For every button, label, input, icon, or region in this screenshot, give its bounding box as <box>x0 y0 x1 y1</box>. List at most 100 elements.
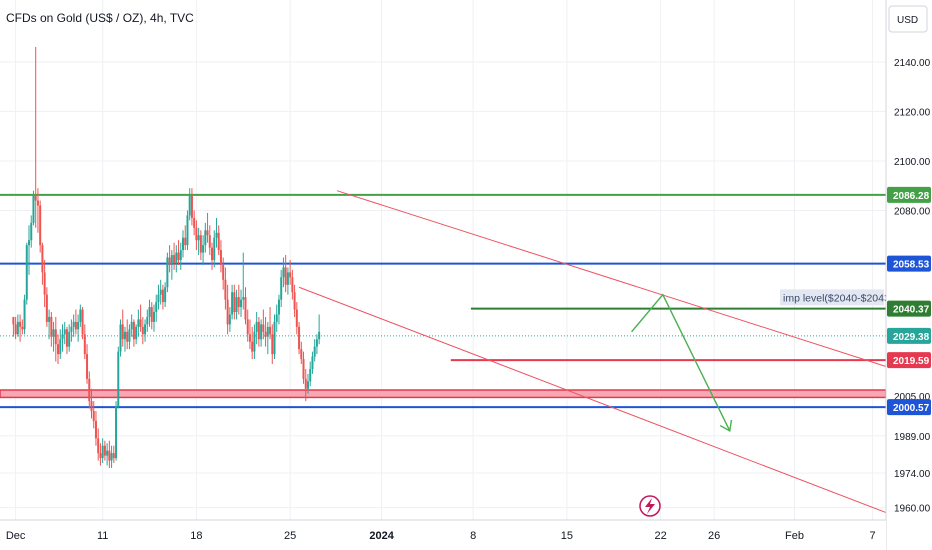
candle-body <box>117 351 120 407</box>
time-tick-label: Feb <box>785 530 804 542</box>
candle-body <box>168 257 171 265</box>
candle-body <box>28 240 31 246</box>
price-axis[interactable]: 1960.00 1974.00 1989.00 2005.00 2080.00 2100.… <box>885 0 932 550</box>
candle-body <box>208 235 211 248</box>
candle-body <box>277 299 280 315</box>
price-axis-background <box>886 0 932 550</box>
price-tick-label: 1974.00 <box>894 469 931 480</box>
candle-body <box>123 331 126 340</box>
candle-body <box>135 326 138 340</box>
badge-background <box>887 399 931 416</box>
candle-body <box>119 324 122 352</box>
candle-body <box>43 272 46 295</box>
candle-body <box>108 450 111 461</box>
badge-background <box>887 186 931 203</box>
time-tick-label: 2024 <box>369 530 394 542</box>
candle-body <box>313 346 316 357</box>
candle-body <box>235 297 238 312</box>
candle-body <box>273 321 276 355</box>
support-zone[interactable] <box>0 389 887 399</box>
candle-body <box>224 279 227 300</box>
projection-path[interactable] <box>631 293 731 432</box>
candle-body <box>244 297 247 320</box>
candle-body <box>63 329 66 335</box>
price-level-badge[interactable]: 2058.53 <box>887 255 931 272</box>
price-tick-label: 2080.00 <box>894 206 931 217</box>
candle-body <box>72 321 75 327</box>
badge-background <box>887 255 931 272</box>
chart-grid <box>0 0 886 520</box>
candle-body <box>233 292 236 312</box>
candle-body <box>16 321 19 335</box>
price-level-badge[interactable]: 2019.59 <box>887 352 931 369</box>
badge-background <box>887 327 931 344</box>
candle-body <box>266 326 269 337</box>
imp-level-annotation[interactable]: imp level($2040-$2043) <box>780 289 893 306</box>
candle-body <box>90 401 93 412</box>
candle-body <box>61 334 64 340</box>
candle-body <box>112 453 115 459</box>
candle-body <box>68 331 71 347</box>
candle-body <box>206 230 209 236</box>
candle-body <box>242 297 245 300</box>
candle-body <box>304 378 307 389</box>
candle-body <box>318 331 321 340</box>
candle-body <box>88 378 91 402</box>
badge-background <box>887 300 931 317</box>
candle-body <box>65 329 68 347</box>
candle-body <box>188 195 191 216</box>
candle-body <box>157 294 160 303</box>
channel-upper-line[interactable] <box>336 190 887 367</box>
candle-body <box>101 445 104 459</box>
candle-body <box>12 316 15 325</box>
candle-body <box>284 267 287 285</box>
candle-body <box>139 319 142 327</box>
candle-body <box>32 195 35 223</box>
candle-body <box>275 314 278 322</box>
badge-label: 2040.37 <box>893 305 930 316</box>
time-tick-label: 18 <box>190 530 202 542</box>
candle-body <box>130 321 133 330</box>
candle-body <box>25 245 28 300</box>
candle-body <box>170 255 173 265</box>
candle-body <box>193 217 196 228</box>
trend-drawings[interactable]: imp level($2040-$2043) <box>298 190 893 514</box>
time-tick-label: 11 <box>97 530 108 542</box>
candle-body <box>306 381 309 389</box>
price-level-badge[interactable]: 2040.37 <box>887 300 931 317</box>
candle-body <box>260 324 263 340</box>
price-tick-label: 2140.00 <box>894 58 931 69</box>
candle-body <box>315 339 318 347</box>
candle-body <box>237 297 240 308</box>
price-level-badge[interactable]: 2000.57 <box>887 399 931 416</box>
candle-body <box>70 326 73 332</box>
candle-body <box>251 341 254 352</box>
candlestick-series <box>12 47 321 468</box>
candle-body <box>190 195 193 218</box>
candle-body <box>92 411 95 421</box>
candle-body <box>59 339 62 355</box>
channel-lower-line[interactable] <box>298 286 887 514</box>
badge-background <box>887 352 931 369</box>
lightning-icon[interactable] <box>639 495 661 517</box>
time-axis[interactable]: Dec 11 18 25 2024 8 15 22 26 Feb 7 <box>0 519 886 550</box>
candle-body <box>269 326 272 335</box>
candle-body <box>115 406 118 459</box>
currency-label: USD <box>897 15 918 26</box>
candle-body <box>150 307 153 322</box>
candle-body <box>271 334 274 355</box>
price-level-badge[interactable]: 2029.38 <box>887 327 931 344</box>
price-tick-label: 2005.00 <box>894 392 931 403</box>
candle-body <box>121 324 124 340</box>
badge-label: 2029.38 <box>893 332 930 343</box>
candle-body <box>282 267 285 278</box>
horizontal-levels[interactable] <box>0 193 887 409</box>
candle-body <box>184 237 187 246</box>
candle-body <box>202 245 205 253</box>
candle-body <box>302 359 305 379</box>
candle-body <box>57 344 60 355</box>
currency-button[interactable]: USD <box>888 5 928 33</box>
price-level-badge[interactable]: 2086.28 <box>887 186 931 203</box>
price-tick-label: 2100.00 <box>894 157 931 168</box>
